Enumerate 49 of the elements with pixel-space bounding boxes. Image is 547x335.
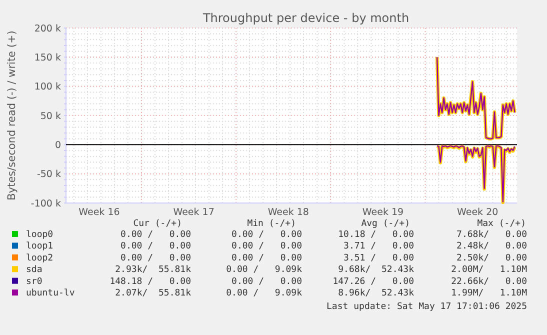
y-tick-label: 0: [54, 140, 61, 151]
text: 0.00 / 9.09k: [226, 288, 303, 298]
text: Min (-/+): [247, 219, 296, 229]
text: Cur (-/+): [133, 219, 182, 229]
legend-label: loop0: [26, 230, 54, 240]
x-tick-label: Week 19: [362, 207, 404, 218]
text: 22.66k/ 0.00: [451, 276, 527, 287]
text: 0.00 / 0.00: [120, 242, 191, 252]
y-tick-label: 100 k: [34, 82, 62, 93]
y-tick-label: 150 k: [34, 52, 62, 64]
text: 9.68k/ 52.43k: [338, 265, 415, 276]
text: 0.00 / 9.09k: [226, 265, 303, 276]
text: 8.96k/ 52.43k: [338, 288, 415, 298]
legend-label: sr0: [26, 276, 42, 287]
text: 0.00 / 0.00: [232, 253, 302, 264]
text: 2.00M/ 1.10M: [451, 265, 528, 276]
text: 1.99M/ 1.10M: [451, 288, 528, 298]
text: 2.07k/ 55.81k: [115, 288, 192, 298]
text: 7.68k/ 0.00: [456, 230, 527, 240]
text: Avg (-/+): [361, 219, 410, 229]
legend-label: sda: [26, 265, 42, 276]
legend-label: loop2: [26, 253, 54, 264]
text: 3.71 / 0.00: [344, 242, 414, 252]
chart-title: Throughput per device - by month: [202, 11, 410, 25]
y-axis-title: Bytes/second read (-) / write (+): [6, 30, 18, 200]
text: Max (-/+): [477, 219, 526, 229]
y-tick-label: 200 k: [34, 23, 62, 34]
x-tick-label: Week 17: [173, 207, 214, 218]
x-tick-label: Week 18: [268, 207, 309, 218]
text: 0.00 / 0.00: [232, 276, 302, 287]
y-tick-label: 50 k: [40, 110, 62, 122]
text: Last update: Sat May 17 17:01:06 2025: [326, 302, 527, 312]
x-tick-label: Week 20: [457, 207, 498, 218]
text: 148.18 / 0.00: [110, 276, 191, 287]
text: 0.00 / 0.00: [232, 230, 302, 240]
legend-label: loop1: [26, 242, 54, 252]
text: 0.00 / 0.00: [120, 230, 191, 240]
x-tick-label: Week 16: [78, 207, 120, 218]
y-tick-label: -50 k: [36, 169, 62, 180]
text: 10.18 / 0.00: [338, 230, 414, 240]
text: 3.51 / 0.00: [344, 253, 414, 264]
text: 2.93k/ 55.81k: [115, 265, 192, 276]
text: 0.00 / 0.00: [120, 253, 191, 264]
text: 2.48k/ 0.00: [456, 242, 527, 252]
text: 2.50k/ 0.00: [456, 253, 527, 264]
y-tick-label: -100 k: [30, 198, 62, 210]
legend-label: ubuntu-lv: [26, 288, 75, 298]
text: 0.00 / 0.00: [232, 242, 302, 252]
text: 147.26 / 0.00: [332, 276, 414, 287]
